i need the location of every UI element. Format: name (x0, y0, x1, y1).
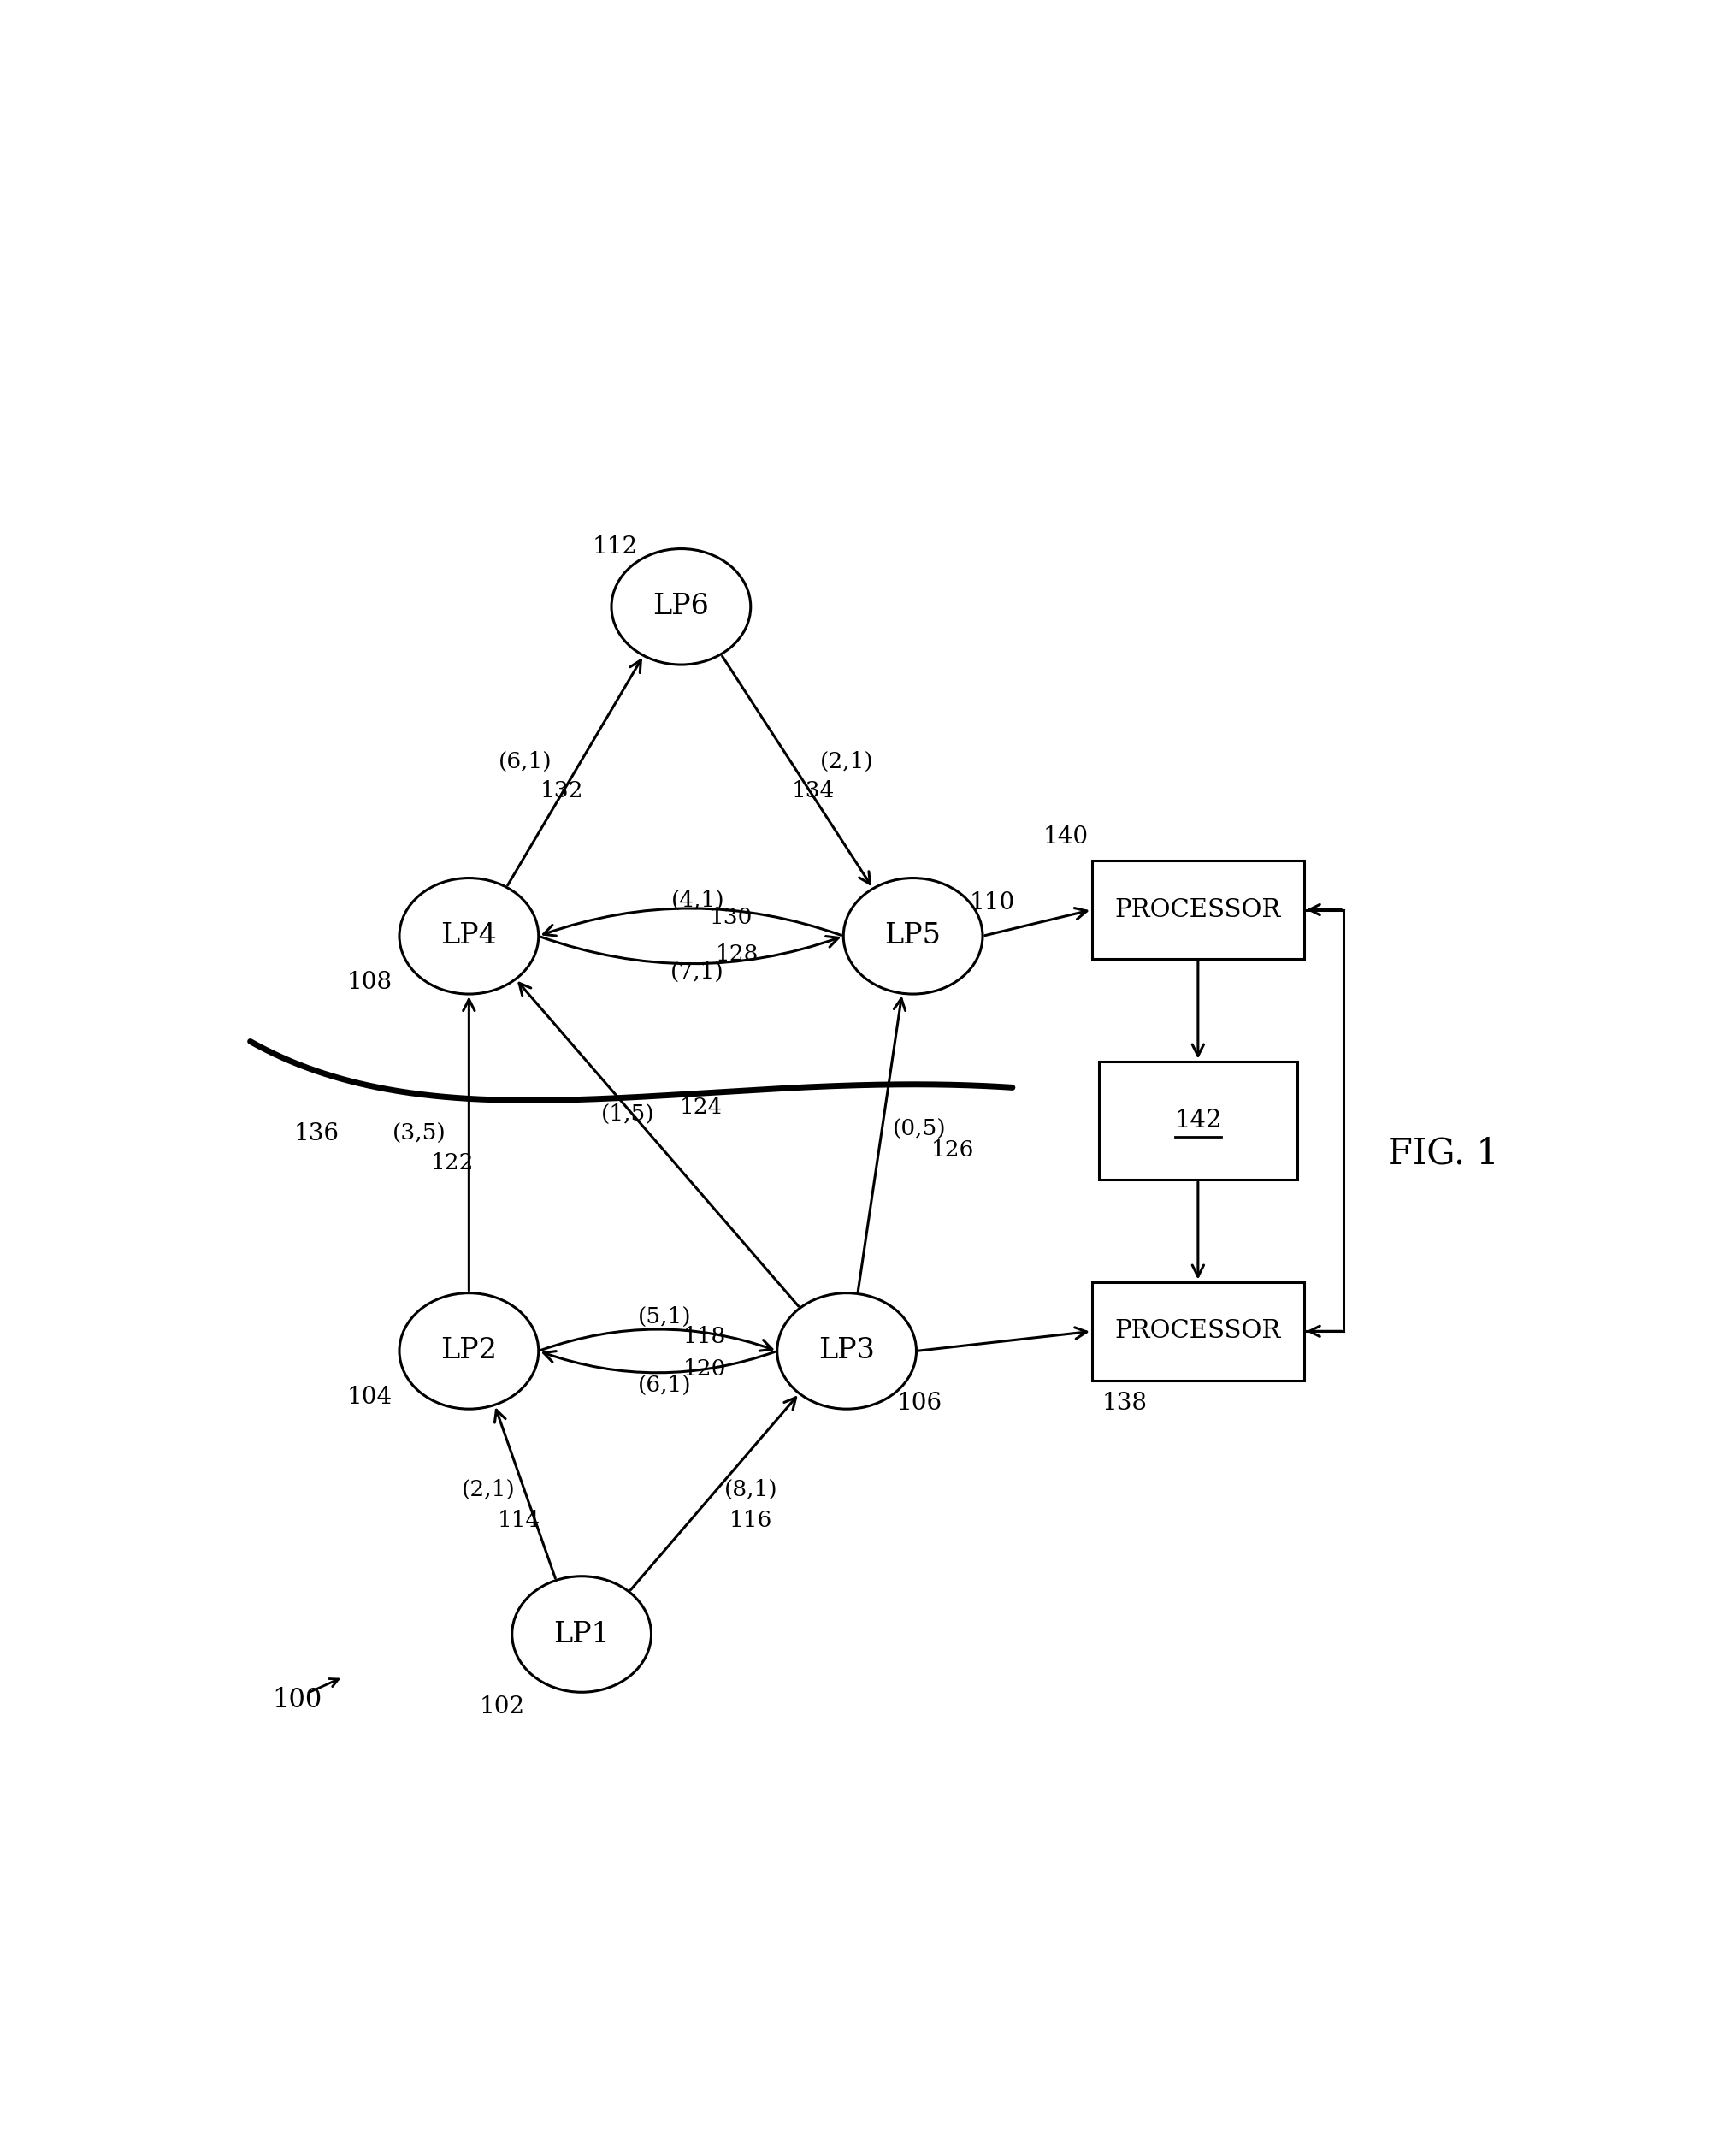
Ellipse shape (512, 1576, 651, 1692)
Text: (5,1): (5,1) (637, 1305, 691, 1327)
FancyBboxPatch shape (1099, 1061, 1297, 1179)
FancyBboxPatch shape (1092, 1282, 1304, 1381)
Text: 102: 102 (479, 1696, 524, 1718)
Text: 132: 132 (540, 782, 583, 801)
Text: 128: 128 (715, 945, 759, 966)
Text: (2,1): (2,1) (819, 751, 873, 773)
Text: 138: 138 (1101, 1391, 1147, 1415)
Text: (2,1): (2,1) (462, 1479, 516, 1501)
Ellipse shape (399, 878, 538, 994)
FancyBboxPatch shape (1092, 861, 1304, 960)
Text: (1,5): (1,5) (601, 1104, 654, 1125)
Text: LP2: LP2 (441, 1338, 496, 1365)
Text: 124: 124 (679, 1097, 722, 1119)
Text: LP6: LP6 (653, 593, 708, 620)
Text: 136: 136 (293, 1123, 339, 1144)
Text: 120: 120 (682, 1359, 726, 1381)
Text: 114: 114 (496, 1509, 540, 1531)
Text: 106: 106 (896, 1391, 943, 1415)
Text: LP3: LP3 (818, 1338, 875, 1365)
Text: 130: 130 (708, 906, 752, 928)
Text: (6,1): (6,1) (637, 1374, 691, 1396)
Text: 104: 104 (347, 1385, 392, 1408)
Text: 142: 142 (1174, 1108, 1220, 1131)
Ellipse shape (776, 1292, 917, 1408)
Text: 140: 140 (1043, 827, 1088, 848)
Text: (6,1): (6,1) (498, 751, 552, 773)
Ellipse shape (844, 878, 983, 994)
Text: FIG. 1: FIG. 1 (1387, 1136, 1498, 1172)
Text: 126: 126 (930, 1140, 974, 1162)
Text: PROCESSOR: PROCESSOR (1115, 897, 1281, 921)
Text: 122: 122 (431, 1153, 474, 1174)
Text: (3,5): (3,5) (392, 1123, 446, 1144)
Text: (0,5): (0,5) (892, 1119, 946, 1140)
Text: (4,1): (4,1) (670, 889, 724, 910)
Ellipse shape (399, 1292, 538, 1408)
Text: (7,1): (7,1) (670, 962, 724, 983)
Text: 100: 100 (271, 1688, 321, 1713)
Text: 108: 108 (347, 970, 392, 994)
Text: 134: 134 (792, 782, 835, 801)
Text: LP5: LP5 (884, 923, 941, 949)
Text: LP4: LP4 (441, 923, 496, 949)
Text: 112: 112 (592, 537, 637, 558)
Text: 116: 116 (729, 1509, 773, 1531)
Text: 118: 118 (682, 1327, 726, 1346)
Text: (8,1): (8,1) (724, 1479, 778, 1501)
Text: 110: 110 (969, 891, 1016, 915)
Text: PROCESSOR: PROCESSOR (1115, 1318, 1281, 1344)
Ellipse shape (611, 550, 750, 666)
Text: LP1: LP1 (554, 1621, 609, 1649)
